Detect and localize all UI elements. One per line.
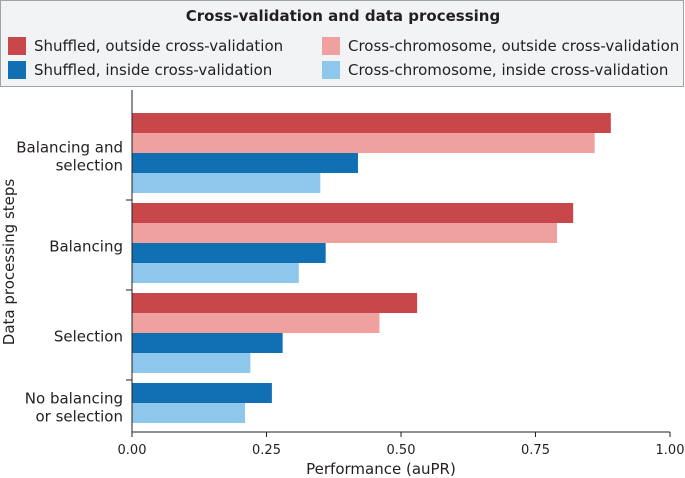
bar-0-series-3 (132, 173, 321, 193)
bar-2-series-2 (132, 333, 283, 353)
category-label-0: Balancing and (16, 139, 123, 157)
bar-0-series-0 (132, 113, 611, 133)
bar-1-series-0 (132, 203, 574, 223)
legend-label: Shuffled, outside cross-validation (34, 37, 284, 55)
legend-item-shuffled-outside: Shuffled, outside cross-validation (8, 37, 283, 55)
legend-label: Cross-chromosome, inside cross-validatio… (348, 61, 669, 79)
x-tick-label-1: 0.25 (252, 443, 281, 458)
y-axis-title: Data processing steps (0, 179, 18, 346)
legend-item-shuffled-inside: Shuffled, inside cross-validation (8, 61, 272, 79)
legend-label: Shuffled, inside cross-validation (34, 61, 273, 79)
category-label-3: or selection (35, 408, 123, 426)
x-tick-label-0: 0.00 (118, 443, 147, 458)
category-label-2: Selection (54, 328, 123, 346)
bar-0-series-1 (132, 133, 595, 153)
bar-2-series-1 (132, 313, 380, 333)
bar-3-series-3 (132, 403, 245, 423)
legend-item-crosschrom-outside: Cross-chromosome, outside cross-validati… (322, 37, 679, 55)
legend: Cross-validation and data processing Shu… (0, 0, 684, 87)
legend-swatch (322, 61, 340, 79)
legend-swatch (8, 61, 26, 79)
category-label-0: selection (56, 157, 123, 175)
category-label-1: Balancing (49, 238, 123, 256)
bar-2-series-3 (132, 353, 251, 373)
legend-swatch (322, 37, 340, 55)
bar-1-series-1 (132, 223, 558, 243)
legend-label: Cross-chromosome, outside cross-validati… (348, 37, 680, 55)
legend-item-crosschrom-inside: Cross-chromosome, inside cross-validatio… (322, 61, 668, 79)
x-tick-label-2: 0.50 (387, 443, 416, 458)
bar-1-series-2 (132, 243, 326, 263)
x-tick-label-3: 0.75 (521, 443, 550, 458)
x-axis-title: Performance (auPR) (306, 460, 456, 478)
legend-title: Cross-validation and data processing (185, 7, 501, 25)
bar-1-series-3 (132, 263, 299, 283)
bar-3-series-2 (132, 383, 272, 403)
bar-2-series-0 (132, 293, 418, 313)
bar-0-series-2 (132, 153, 358, 173)
category-label-3: No balancing (25, 390, 123, 408)
x-tick-label-4: 1.00 (656, 443, 685, 458)
legend-swatch (8, 37, 26, 55)
